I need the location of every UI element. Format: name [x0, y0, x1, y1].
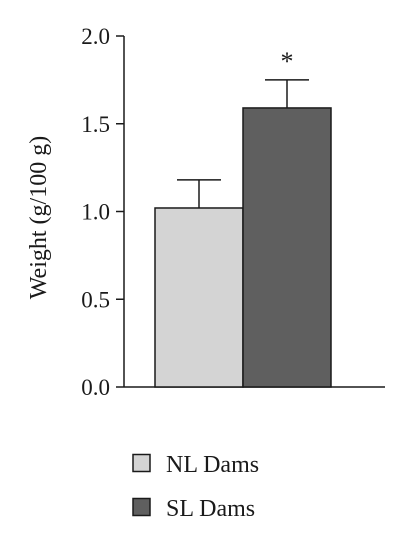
bar-nl-dams [154, 207, 244, 388]
bar-sl-dams [242, 107, 332, 388]
significance-marker: * [281, 47, 294, 76]
legend-swatch [132, 497, 151, 517]
chart-bars: * [154, 47, 332, 388]
y-tick-label: 1.0 [81, 200, 110, 225]
chart-axes: 0.0 0.5 1.0 1.5 2.0 Weight (g/100 g) [26, 24, 385, 400]
y-tick-label: 0.0 [81, 375, 110, 400]
legend-label: SL Dams [166, 496, 255, 522]
y-axis-label: Weight (g/100 g) [26, 136, 52, 299]
legend-label: NL Dams [166, 452, 259, 478]
y-tick-label: 2.0 [81, 24, 110, 49]
y-tick-label: 0.5 [81, 287, 110, 312]
chart-legend: NL Dams SL Dams [132, 452, 259, 522]
legend-swatch [132, 453, 151, 473]
y-tick-label: 1.5 [81, 112, 110, 137]
